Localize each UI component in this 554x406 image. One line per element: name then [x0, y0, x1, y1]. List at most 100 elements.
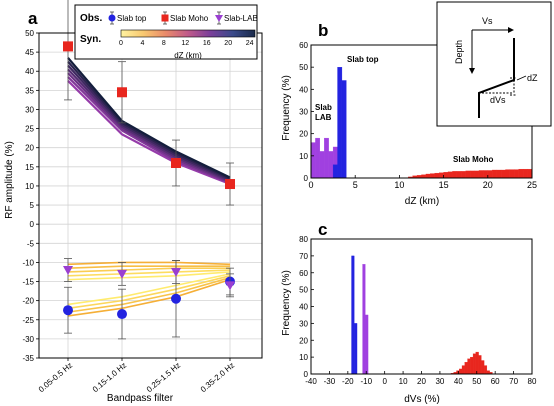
colorbar-tick-label: 16: [203, 40, 211, 47]
y-tick-label: 15: [25, 163, 34, 172]
legend-label: Slab-LAB: [224, 14, 258, 23]
x-tick-label: 20: [483, 180, 493, 190]
histogram-bar: [362, 264, 366, 375]
histogram-bar: [500, 169, 506, 179]
histogram-bar: [496, 169, 502, 179]
synthetic-line-moho: [67, 60, 231, 180]
data-point-slab-top: [171, 293, 181, 304]
x-tick-label: 5: [353, 180, 358, 190]
y-tick-label: 60: [299, 269, 308, 278]
histogram-bar: [470, 356, 474, 375]
y-tick-label: 20: [25, 144, 34, 153]
panel-c-xlabel: dVs (%): [404, 394, 440, 405]
x-tick-label: 70: [509, 377, 518, 386]
colorbar: [120, 29, 256, 38]
data-point-slab-lab: [171, 267, 181, 277]
inset-dz-label: dZ: [527, 73, 538, 83]
data-point-slab-lab: [225, 281, 235, 291]
histogram-bar: [351, 255, 355, 375]
legend-syn-label: Syn.: [80, 34, 101, 45]
y-tick-label: -20: [22, 297, 34, 306]
x-tick-label: 0.05-0.5 Hz: [37, 361, 74, 394]
y-tick-label: 50: [299, 286, 308, 295]
panel-a: a RF amplitude (%) Bandpass filter -35 -3…: [4, 0, 263, 404]
legend-label: Slab top: [117, 14, 147, 23]
x-tick-label: 0.15-1.0 Hz: [91, 361, 128, 394]
synthetic-line-moho: [67, 57, 231, 179]
colorbar-tick-label: 8: [162, 40, 166, 47]
synthetic-line-top: [67, 276, 231, 313]
y-tick-label: 25: [25, 125, 34, 134]
panel-b-label: b: [318, 21, 328, 40]
synthetic-line-lab: [67, 271, 231, 281]
plot-frame: [310, 238, 533, 375]
histogram-bar: [328, 151, 334, 179]
colorbar-tick-label: 0: [119, 40, 123, 47]
histogram-bar: [324, 137, 329, 179]
y-tick-label: 70: [299, 252, 308, 261]
histogram-bar: [447, 171, 453, 179]
y-tick-label: 5: [30, 201, 35, 210]
panel-c-ylabel: Frequency (%): [281, 270, 292, 336]
y-tick-label: -5: [27, 239, 35, 248]
histogram-bar: [469, 170, 475, 179]
histogram-bar: [452, 171, 458, 179]
colorbar-tick-label: 12: [181, 40, 189, 47]
x-tick-label: 0: [308, 180, 313, 190]
y-tick-label: 35: [25, 86, 34, 95]
legend: Obs. Syn. Slab top Slab Moho Slab-LAB 0 4 8 1…: [74, 4, 258, 60]
y-tick-label: 40: [299, 303, 308, 312]
data-point-slab-moho: [225, 179, 235, 190]
data-point-slab-moho: [171, 158, 181, 168]
histogram-bar: [434, 172, 440, 179]
synthetic-line-top: [67, 278, 231, 317]
histogram-bar: [474, 170, 480, 179]
x-tick-label: 50: [472, 377, 481, 386]
panel-a-xlabel: Bandpass filter: [107, 393, 174, 404]
x-tick-label: 60: [491, 377, 500, 386]
colorbar-tick-label: 4: [140, 40, 144, 47]
histogram-bar: [315, 137, 320, 179]
histogram-bar: [475, 351, 479, 375]
synthetic-line-top: [67, 275, 231, 310]
synthetic-line-lab: [67, 267, 230, 273]
y-tick-label: 40: [299, 85, 308, 94]
y-tick-label: 50: [299, 63, 308, 72]
histogram-bar: [514, 169, 519, 179]
synthetic-line-moho: [67, 64, 231, 181]
y-tick-label: 30: [25, 105, 34, 114]
histogram-bar: [456, 370, 460, 375]
y-tick-label: -15: [22, 278, 34, 287]
histogram-bar: [430, 173, 435, 179]
annotation-slab-lab: Slab LAB: [315, 103, 332, 122]
colorbar-tick-label: 24: [246, 40, 254, 47]
histogram-bar: [456, 171, 462, 179]
colorbar-tick-label: 20: [224, 40, 232, 47]
histogram-bar: [341, 80, 347, 179]
histogram-bar: [439, 172, 444, 179]
histogram-bar: [319, 151, 325, 179]
inset-vs-label: Vs: [482, 16, 493, 26]
annotation-slab-moho: Slab Moho: [453, 155, 494, 164]
annotation-slab-top: Slab top: [347, 55, 379, 64]
y-tick-label: 30: [299, 319, 308, 328]
data-point-slab-lab: [117, 269, 127, 279]
y-tick-label: -35: [22, 354, 34, 363]
panel-c: c Frequency (%) dVs (%) 0 10 20 30 40 50 60 70 8…: [281, 220, 537, 405]
x-tick-label: 0: [382, 377, 387, 386]
histogram-bar: [523, 168, 528, 179]
inset-dz-pointer: [516, 75, 527, 81]
histogram-bar: [505, 169, 511, 179]
synthetic-line-lab: [67, 269, 231, 277]
legend-obs-label: Obs.: [80, 13, 102, 24]
y-tick-label: -25: [22, 316, 34, 325]
histogram-bar: [310, 142, 316, 179]
y-tick-label: 45: [25, 48, 34, 57]
x-tick-label: -10: [360, 377, 372, 386]
synthetic-line-lab: [67, 265, 230, 269]
inset-diagram: Vs Depth dZ dVs: [436, 1, 552, 127]
x-tick-label: 25: [527, 180, 537, 190]
legend-label: Slab Moho: [170, 14, 209, 23]
y-tick-label: -10: [22, 258, 34, 267]
y-tick-label: 60: [299, 41, 308, 50]
